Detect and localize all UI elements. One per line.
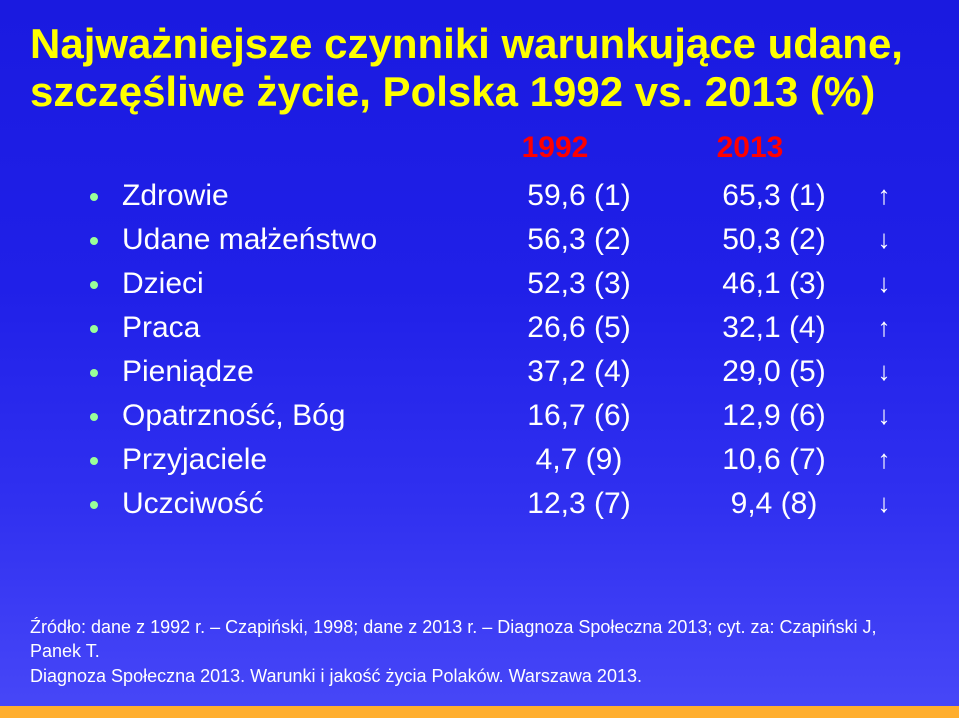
table-row: Praca 26,6 (5) 32,1 (4) ↑ [90,311,919,345]
bullet-icon [90,237,98,245]
trend-arrow-icon: ↑ [864,180,904,211]
data-table: 1992 2013 Zdrowie 59,6 (1) 65,3 (1) ↑ Ud… [0,131,959,521]
row-label: Zdrowie [90,179,474,213]
col-header-1992: 1992 [450,131,660,165]
bullet-icon [90,457,98,465]
row-value-1992: 37,2 (4) [474,355,684,389]
trend-arrow-icon: ↑ [864,312,904,343]
row-value-2013: 65,3 (1) [684,179,864,213]
bottom-strip [0,706,959,718]
row-label: Uczciwość [90,487,474,521]
row-label-text: Udane małżeństwo [122,223,377,256]
row-label: Dzieci [90,267,474,301]
row-label-text: Przyjaciele [122,443,267,476]
table-row: Zdrowie 59,6 (1) 65,3 (1) ↑ [90,179,919,213]
row-label-text: Opatrzność, Bóg [122,399,345,432]
row-value-2013: 46,1 (3) [684,267,864,301]
row-value-2013: 9,4 (8) [684,487,864,521]
title-line-1: Najważniejsze czynniki warunkujące udane… [30,20,903,67]
row-value-2013: 29,0 (5) [684,355,864,389]
table-row: Dzieci 52,3 (3) 46,1 (3) ↓ [90,267,919,301]
row-value-2013: 10,6 (7) [684,443,864,477]
row-label-text: Dzieci [122,267,204,300]
row-value-2013: 50,3 (2) [684,223,864,257]
table-row: Pieniądze 37,2 (4) 29,0 (5) ↓ [90,355,919,389]
row-value-1992: 26,6 (5) [474,311,684,345]
header-spacer [90,131,450,165]
row-label: Przyjaciele [90,443,474,477]
row-label: Pieniądze [90,355,474,389]
row-label-text: Praca [122,311,200,344]
table-header-row: 1992 2013 [90,131,919,165]
row-value-1992: 56,3 (2) [474,223,684,257]
table-row: Uczciwość 12,3 (7) 9,4 (8) ↓ [90,487,919,521]
table-row: Przyjaciele 4,7 (9) 10,6 (7) ↑ [90,443,919,477]
table-row: Opatrzność, Bóg 16,7 (6) 12,9 (6) ↓ [90,399,919,433]
slide-title: Najważniejsze czynniki warunkujące udane… [0,0,959,121]
trend-arrow-icon: ↓ [864,400,904,431]
footer-line-2: Diagnoza Społeczna 2013. Warunki i jakoś… [30,666,642,686]
row-label: Udane małżeństwo [90,223,474,257]
row-value-1992: 12,3 (7) [474,487,684,521]
row-label: Opatrzność, Bóg [90,399,474,433]
trend-arrow-icon: ↓ [864,268,904,299]
row-label: Praca [90,311,474,345]
header-arrow-spacer [840,131,880,165]
trend-arrow-icon: ↓ [864,356,904,387]
col-header-2013: 2013 [660,131,840,165]
title-line-2: szczęśliwe życie, Polska 1992 vs. 2013 (… [30,68,875,115]
row-label-text: Pieniądze [122,355,254,388]
footer-line-1: Źródło: dane z 1992 r. – Czapiński, 1998… [30,617,877,661]
bullet-icon [90,413,98,421]
row-value-1992: 59,6 (1) [474,179,684,213]
bullet-icon [90,281,98,289]
bullet-icon [90,369,98,377]
trend-arrow-icon: ↑ [864,444,904,475]
trend-arrow-icon: ↓ [864,224,904,255]
row-label-text: Uczciwość [122,487,264,520]
bullet-icon [90,193,98,201]
bullet-icon [90,325,98,333]
bullet-icon [90,501,98,509]
row-value-1992: 52,3 (3) [474,267,684,301]
row-value-2013: 32,1 (4) [684,311,864,345]
source-footer: Źródło: dane z 1992 r. – Czapiński, 1998… [30,615,899,688]
row-label-text: Zdrowie [122,179,229,212]
trend-arrow-icon: ↓ [864,488,904,519]
row-value-1992: 4,7 (9) [474,443,684,477]
row-value-2013: 12,9 (6) [684,399,864,433]
table-row: Udane małżeństwo 56,3 (2) 50,3 (2) ↓ [90,223,919,257]
row-value-1992: 16,7 (6) [474,399,684,433]
